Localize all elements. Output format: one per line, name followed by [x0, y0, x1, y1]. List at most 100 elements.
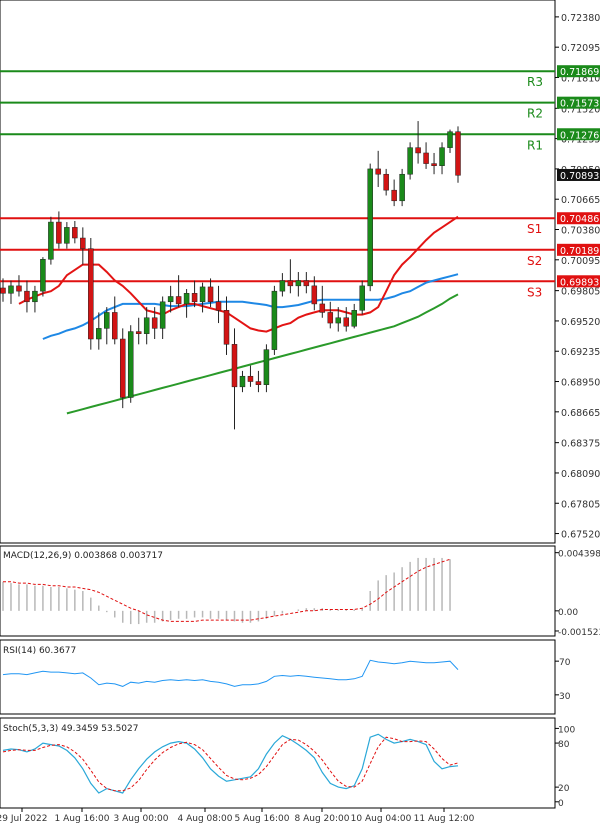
candle-body-bear: [24, 290, 30, 303]
candle-body-bear: [175, 296, 182, 305]
stoch-label: Stoch(5,3,3) 49.3459 53.5027: [3, 724, 138, 734]
time-tick-label: 8 Aug 20:00: [295, 814, 350, 824]
price-tick-label: 0.72095: [561, 43, 600, 54]
price-tick-label: 0.70095: [561, 256, 600, 267]
level-price-box: [557, 96, 600, 109]
candle-body-bear: [383, 173, 389, 191]
candle-body-bear: [56, 221, 62, 244]
candle-body-bear: [391, 189, 397, 202]
candle-body-bear: [303, 280, 310, 287]
rsi-panel: RSI(14) 60.3677 70 30: [2, 646, 571, 702]
candle-body-bull: [447, 131, 453, 148]
price-tick-label: 0.69520: [561, 317, 600, 328]
price-tick-label: 0.69235: [561, 347, 600, 358]
candle-body-bear: [455, 131, 461, 176]
candle-body-bear: [207, 286, 214, 303]
candle-body-bull: [279, 280, 286, 292]
macd-tick-label: 0.00: [558, 608, 578, 618]
candle-body-bear: [287, 280, 294, 287]
price-panel-frame: [0, 0, 556, 544]
stoch-panel-frame: [0, 717, 556, 809]
time-tick-label: 5 Aug 16:00: [235, 814, 290, 824]
candle-body-bear: [16, 285, 22, 292]
candle-body-bull: [167, 296, 174, 303]
candlesticks: [0, 121, 461, 430]
level-name-r2: R2: [527, 107, 543, 121]
macd-signal-line: [3, 558, 451, 622]
panel-frames: [0, 0, 556, 809]
candle-body-bull: [143, 317, 150, 334]
price-tick-label: 0.68090: [561, 469, 600, 480]
candle-body-bull: [367, 168, 373, 287]
level-price-box: [557, 275, 600, 288]
macd-tick-label: -0.001523: [558, 628, 600, 638]
candle-body-bull: [40, 259, 46, 292]
price-tick-label: 0.68665: [561, 408, 600, 419]
candle-body-bull: [159, 301, 166, 329]
candle-body-bear: [423, 152, 429, 164]
candle-body-bear: [319, 303, 326, 313]
candle-body-bear: [119, 338, 126, 398]
level-price-label: 0.70189: [560, 246, 599, 257]
last-price-label: 0.70893: [560, 171, 599, 182]
candle-body-bear: [112, 312, 118, 340]
candle-body-bull: [295, 280, 302, 287]
level-price-box: [557, 65, 600, 78]
candle-body-bear: [223, 310, 230, 345]
price-tick-label: 0.71520: [561, 104, 600, 115]
candle-body-bull: [407, 147, 413, 175]
candle-body-bear: [135, 331, 142, 334]
price-axis: 0.723800.720950.718100.715200.712350.709…: [555, 13, 600, 541]
price-tick-label: 0.70665: [561, 195, 600, 206]
time-tick-label: 1 Aug 16:00: [55, 814, 110, 824]
price-tick-label: 0.68950: [561, 378, 600, 389]
price-tick-label: 0.70380: [561, 226, 600, 237]
candle-body-bull: [32, 290, 38, 303]
rsi-tick-label: 70: [559, 658, 571, 668]
stoch-tick-label: 20: [558, 784, 570, 794]
stoch-k-line: [2, 733, 459, 794]
level-price-label: 0.71276: [560, 130, 599, 141]
rsi-tick-label: 30: [559, 692, 571, 702]
time-tick-label: 11 Aug 12:00: [414, 814, 475, 824]
candle-body-bull: [399, 173, 405, 202]
time-tick-label: 29 Jul 2022: [0, 814, 47, 824]
time-tick-label: 3 Aug 00:00: [114, 814, 169, 824]
time-tick-label: 10 Aug 04:00: [351, 814, 412, 824]
candle-body-bear: [215, 301, 222, 311]
rsi-line: [2, 659, 459, 687]
level-price-box: [557, 212, 600, 225]
stoch-panel: Stoch(5,3,3) 49.3459 53.5027 100 80 20 0: [2, 724, 575, 809]
candle-body-bear: [255, 381, 262, 385]
candle-body-bull: [439, 147, 445, 166]
level-price-label: 0.71869: [560, 67, 599, 78]
stoch-tick-label: 0: [558, 799, 564, 809]
stoch-d-line: [2, 736, 459, 792]
candle-body-bear: [247, 375, 254, 382]
level-price-label: 0.70486: [560, 214, 599, 225]
candle-body-bear: [0, 287, 6, 294]
macd-panel: MACD(12,26,9) 0.003868 0.003717 0.004398 0…: [2, 550, 600, 638]
macd-tick-label: 0.004398: [558, 550, 600, 560]
candle-body-bull: [263, 349, 270, 385]
candle-body-bull: [64, 227, 70, 244]
macd-label: MACD(12,26,9) 0.003868 0.003717: [3, 551, 163, 561]
price-tick-label: 0.69805: [561, 287, 600, 298]
level-name-r3: R3: [527, 75, 543, 89]
level-price-label: 0.69893: [560, 277, 599, 288]
candle-body-bear: [151, 317, 158, 329]
candle-body-bull: [351, 310, 357, 327]
stoch-tick-label: 100: [558, 725, 575, 735]
candle-body-bull: [271, 290, 278, 350]
level-price-label: 0.71573: [560, 99, 599, 110]
candle-body-bear: [80, 237, 86, 249]
candle-body-bear: [231, 344, 238, 388]
price-tick-label: 0.72380: [561, 13, 600, 24]
candle-body-bull: [127, 331, 134, 398]
candle-body-bull: [104, 312, 110, 329]
rsi-panel-frame: [0, 639, 556, 715]
candle-body-bear: [191, 293, 198, 303]
candle-body-bull: [8, 285, 14, 294]
candle-body-bull: [199, 286, 206, 303]
